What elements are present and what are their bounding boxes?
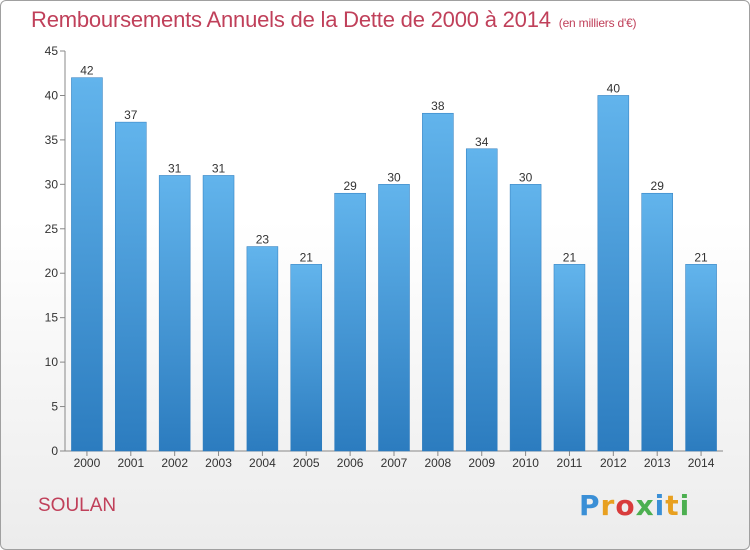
unit-label: (en milliers d'€) [558, 16, 637, 30]
y-tick-label: 10 [45, 355, 59, 369]
x-tick-label: 2012 [600, 456, 627, 470]
x-tick-label: 2008 [425, 456, 452, 470]
bar [71, 77, 103, 452]
bar [378, 184, 410, 452]
data-label: 38 [431, 99, 445, 113]
bar [597, 95, 630, 452]
y-tick-label: 25 [45, 222, 59, 236]
logo-letter: i [679, 489, 691, 522]
x-tick-label: 2007 [381, 456, 408, 470]
x-tick-label: 2014 [688, 456, 715, 470]
x-tick-label: 2003 [205, 456, 232, 470]
bar [158, 175, 191, 452]
x-tick-label: 2005 [293, 456, 320, 470]
y-tick-label: 35 [45, 133, 59, 147]
y-tick-label: 30 [45, 177, 59, 191]
logo-letter: o [615, 489, 636, 522]
x-tick-label: 2010 [512, 456, 539, 470]
x-tick-label: 2004 [249, 456, 276, 470]
bar [465, 148, 498, 452]
logo-letter: P [579, 489, 601, 522]
x-tick-label: 2006 [337, 456, 364, 470]
data-label: 31 [168, 161, 182, 175]
x-tick-label: 2001 [117, 456, 144, 470]
y-tick-label: 40 [45, 88, 59, 102]
logo-letter: t [665, 489, 680, 522]
bar [202, 175, 235, 452]
proxiti-logo[interactable]: Proxiti [579, 489, 690, 522]
x-tick-label: 2000 [74, 456, 101, 470]
data-label: 37 [124, 108, 138, 122]
y-tick-label: 15 [45, 311, 59, 325]
bar [685, 264, 717, 452]
y-tick-label: 0 [51, 444, 58, 458]
bar [553, 264, 586, 452]
data-label: 30 [387, 170, 401, 184]
bar [509, 184, 542, 452]
bar [641, 192, 673, 452]
bar [115, 121, 147, 452]
logo-letter: r [600, 489, 616, 522]
data-label: 23 [256, 233, 270, 247]
x-tick-label: 2009 [468, 456, 495, 470]
data-label: 40 [607, 81, 621, 95]
y-tick-label: 20 [45, 266, 59, 280]
data-label: 30 [519, 170, 533, 184]
bar [334, 192, 366, 452]
data-label: 29 [651, 179, 665, 193]
data-label: 34 [475, 135, 489, 149]
logo-letter: x [635, 489, 655, 522]
bar [246, 246, 279, 452]
x-tick-label: 2013 [644, 456, 671, 470]
chart-title: Remboursements Annuels de la Dette de 20… [31, 7, 637, 32]
x-tick-label: 2011 [557, 456, 583, 470]
y-tick-label: 5 [51, 400, 58, 414]
data-label: 21 [300, 250, 314, 264]
y-tick-label: 45 [45, 44, 59, 58]
data-label: 21 [694, 250, 708, 264]
x-tick-label: 2002 [161, 456, 188, 470]
data-label: 31 [212, 161, 226, 175]
data-label: 21 [563, 250, 577, 264]
commune-name: SOULAN [38, 495, 117, 516]
data-label: 42 [80, 64, 94, 78]
bar [422, 112, 454, 452]
bar [290, 264, 323, 452]
data-label: 29 [343, 179, 357, 193]
logo-letter: i [654, 489, 666, 522]
